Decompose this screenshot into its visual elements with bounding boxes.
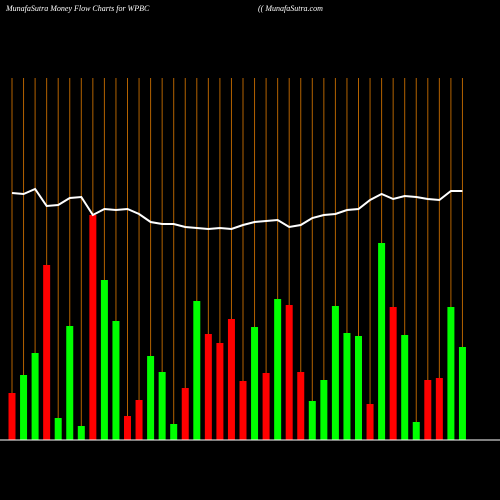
bar bbox=[20, 375, 28, 440]
chart-title: MunafaSutra Money Flow Charts for WPBC bbox=[5, 4, 150, 13]
bar bbox=[343, 333, 351, 440]
bar bbox=[181, 388, 189, 440]
bar bbox=[147, 356, 155, 440]
bar bbox=[355, 336, 362, 440]
bar bbox=[8, 393, 16, 440]
bar bbox=[193, 301, 201, 440]
bar bbox=[308, 401, 316, 440]
bar bbox=[100, 280, 108, 440]
bar bbox=[424, 380, 432, 440]
bar bbox=[447, 307, 455, 440]
bar bbox=[89, 215, 97, 440]
bar bbox=[366, 404, 374, 440]
bar bbox=[251, 327, 259, 440]
bar bbox=[285, 305, 293, 440]
bar bbox=[135, 400, 143, 440]
chart-subtitle: (( MunafaSutra.com bbox=[258, 4, 323, 13]
bar bbox=[227, 319, 235, 440]
bar bbox=[331, 306, 339, 440]
bar bbox=[274, 299, 282, 440]
bar bbox=[31, 353, 39, 440]
bar bbox=[435, 378, 443, 440]
bar bbox=[297, 372, 305, 440]
bar bbox=[77, 426, 85, 440]
bar bbox=[112, 321, 120, 440]
bar bbox=[412, 422, 420, 440]
bar bbox=[239, 381, 247, 440]
bar bbox=[124, 416, 131, 440]
bar bbox=[170, 424, 178, 440]
bar bbox=[389, 307, 397, 440]
bar bbox=[204, 334, 212, 440]
bar bbox=[401, 335, 409, 440]
bar bbox=[458, 347, 466, 440]
bar bbox=[378, 243, 386, 440]
bar bbox=[320, 380, 328, 440]
bar bbox=[43, 265, 51, 440]
bar bbox=[54, 418, 62, 440]
line bbox=[11, 187, 463, 231]
bar bbox=[158, 372, 166, 440]
bar bbox=[262, 373, 270, 440]
bar bbox=[216, 343, 224, 440]
bar bbox=[66, 326, 74, 440]
